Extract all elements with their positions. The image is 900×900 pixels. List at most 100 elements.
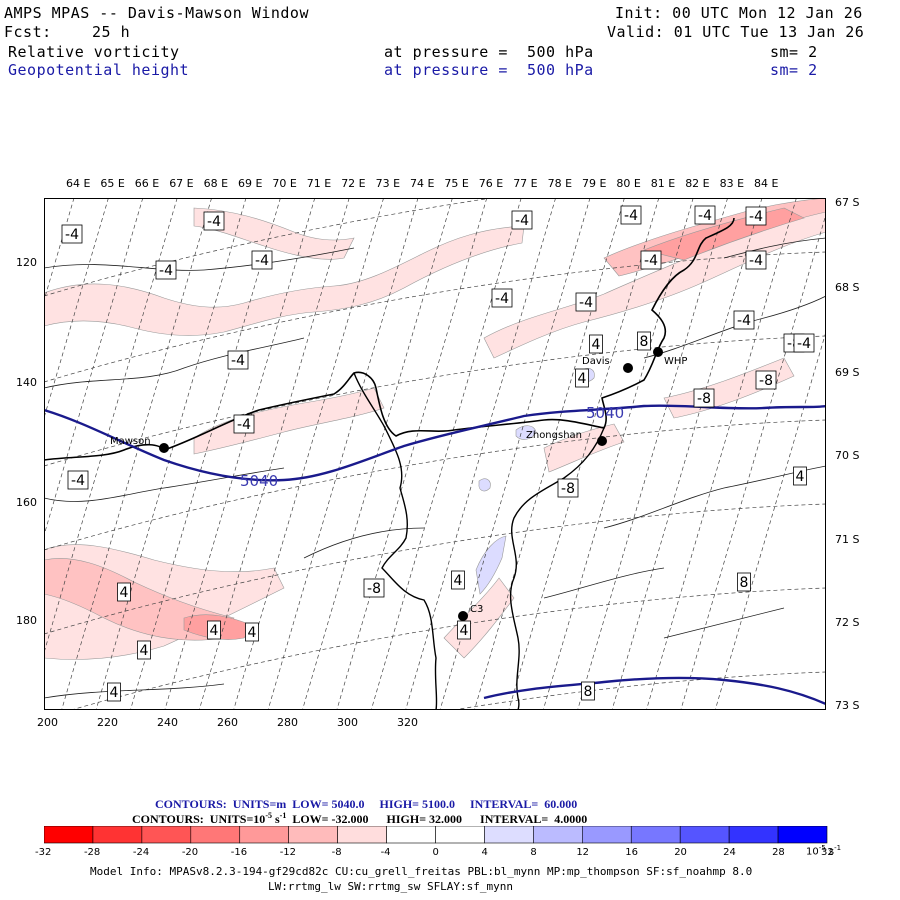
latitude-label: 71 S <box>835 533 860 546</box>
height-contour-5040 <box>44 404 826 482</box>
colorbar-swatch <box>190 826 241 844</box>
colorbar-value: -24 <box>132 847 150 858</box>
vorticity-label: -4 <box>797 336 811 352</box>
longitude-label: 69 E <box>238 177 263 190</box>
vorticity-label: -4 <box>159 263 173 279</box>
x-tick-label: 200 <box>37 716 58 729</box>
vorticity-label-box <box>61 224 83 244</box>
colorbar-unit-tail: s <box>825 846 835 858</box>
vorticity-label: 8 <box>640 334 649 350</box>
vort-contour-high: 32.000 <box>429 812 463 826</box>
vorticity-label-box <box>233 414 255 434</box>
colorbar-value: 12 <box>576 847 590 858</box>
x-tick-label: 240 <box>157 716 178 729</box>
colorbar-swatch <box>777 826 828 844</box>
forecast-label: Fcst: <box>4 23 52 41</box>
vort-contour-low-label: LOW= <box>292 812 329 826</box>
colorbar <box>44 826 828 844</box>
vorticity-label: 4 <box>140 643 149 659</box>
colorbar-value: -16 <box>230 847 248 858</box>
vort-contour-unit-tail-exp: -1 <box>279 811 287 820</box>
vorticity-label-box <box>491 288 513 308</box>
meridian-line <box>611 198 763 710</box>
station-marker-c3[interactable] <box>458 611 468 621</box>
station-marker-mawson[interactable] <box>159 443 169 453</box>
station-marker-davis[interactable] <box>623 363 633 373</box>
vorticity-label-box <box>733 310 755 330</box>
vorticity-label: 4 <box>578 371 587 387</box>
field2-name: Geopotential height <box>8 61 190 79</box>
positive-vorticity-shading <box>475 368 595 595</box>
meridian-line <box>680 213 826 710</box>
longitude-label: 64 E <box>66 177 91 190</box>
map-border <box>44 198 826 710</box>
colorbar-swatch <box>630 826 681 844</box>
longitude-label: 73 E <box>375 177 401 190</box>
vorticity-label-box <box>581 681 595 701</box>
station-marker-whp[interactable] <box>653 347 663 357</box>
colorbar-unit-base: 10 <box>806 846 819 858</box>
y-tick-label: 120 <box>16 256 37 269</box>
vorticity-label: 4 <box>796 469 805 485</box>
colorbar-swatch <box>435 826 485 844</box>
forecast-hour: 25 h <box>92 23 131 41</box>
vorticity-label-box <box>227 350 249 370</box>
station-marker-zhongshan[interactable] <box>597 436 607 446</box>
vorticity-label-box <box>575 368 589 388</box>
colorbar-swatch <box>288 826 338 844</box>
basin-boundary-west <box>353 372 438 710</box>
vorticity-label-box <box>117 582 131 602</box>
vorticity-label-box <box>203 211 225 231</box>
vorticity-label: -8 <box>759 373 773 389</box>
vorticity-label-box <box>575 292 597 312</box>
model-info-line1: Model Info: MPASv8.2.3-194-gf29cd82c CU:… <box>90 865 753 878</box>
vort-contour-unit-tail: s <box>271 812 280 826</box>
x-tick-label: 300 <box>337 716 358 729</box>
colorbar-value: 32 <box>821 847 834 858</box>
meridian-line <box>577 198 728 710</box>
x-tick-label: 280 <box>277 716 298 729</box>
station-label-whp: WHP <box>664 356 687 367</box>
vorticity-label: 4 <box>454 573 463 589</box>
colorbar-swatch <box>386 826 436 844</box>
station-label-davis: Davis <box>582 356 610 367</box>
colorbar-value: 8 <box>530 847 537 858</box>
meridian-line <box>474 198 625 710</box>
longitude-label: 83 E <box>719 177 745 190</box>
vorticity-label-box <box>137 640 151 660</box>
vorticity-label-box <box>511 210 533 230</box>
basin-boundary-east <box>509 427 605 710</box>
vorticity-label-box <box>745 250 767 270</box>
colorbar-value: -4 <box>380 847 391 858</box>
station-label-mawson: Mawson <box>110 436 151 447</box>
field2-pressure: at pressure = 500 hPa <box>384 61 594 79</box>
y-tick-label: 160 <box>16 496 37 509</box>
colorbar-swatch <box>533 826 583 844</box>
parallel-line <box>70 587 826 710</box>
longitude-label: 66 E <box>134 177 160 190</box>
longitude-label: 67 E <box>169 177 194 190</box>
field1-pressure: at pressure = 500 hPa <box>384 43 594 61</box>
vorticity-label-box <box>694 205 716 225</box>
longitude-label: 78 E <box>547 177 573 190</box>
parallel-line <box>44 335 826 467</box>
colorbar-swatch <box>92 826 143 844</box>
colorbar-swatch <box>484 826 534 844</box>
vorticity-label: 4 <box>592 337 601 353</box>
longitude-label: 74 E <box>410 177 435 190</box>
vort-contour-interval: 4.0000 <box>554 812 588 826</box>
vorticity-label: -4 <box>495 291 509 307</box>
height-contour-low: 5040.0 <box>331 797 365 811</box>
y-tick-label: 140 <box>16 376 37 389</box>
colorbar-value: -20 <box>181 847 199 858</box>
vorticity-label-box <box>207 620 221 640</box>
vorticity-label-box <box>67 470 89 490</box>
vorticity-label: -4 <box>698 208 712 224</box>
vorticity-label-box <box>737 572 751 592</box>
colorbar-value: 24 <box>723 847 736 858</box>
vorticity-label: -4 <box>749 253 763 269</box>
colorbar-swatch <box>141 826 192 844</box>
vorticity-label-box <box>693 388 715 408</box>
colorbar-value: 20 <box>674 847 687 858</box>
y-tick-label: 180 <box>16 614 37 627</box>
